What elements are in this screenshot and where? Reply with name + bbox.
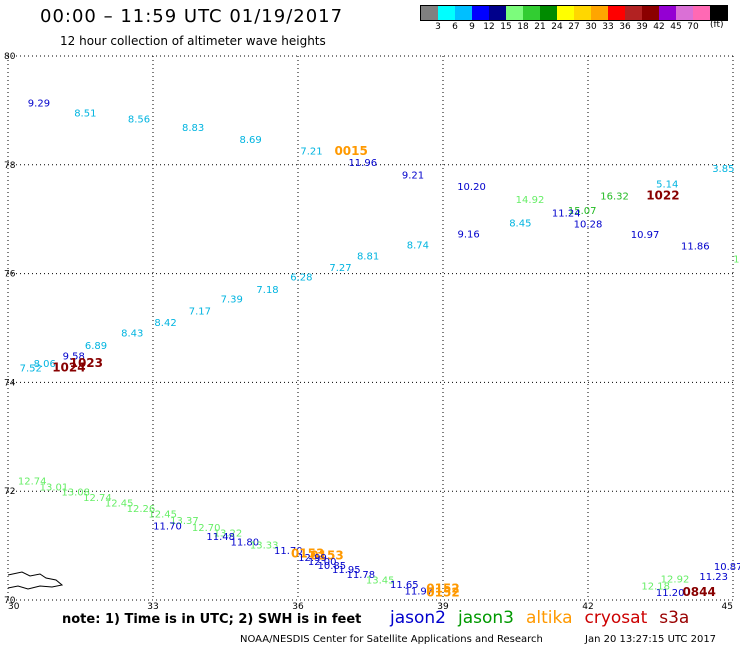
wave-height-label: 7.52 <box>20 364 42 375</box>
wave-height-label: 0844 <box>682 585 715 599</box>
wave-height-label: 9.29 <box>28 99 50 110</box>
footnote: note: 1) Time is in UTC; 2) SWH is in fe… <box>62 612 361 627</box>
y-tick-label: 72 <box>4 487 15 497</box>
wave-height-label: 0152 <box>426 586 459 600</box>
wave-height-label: 6.28 <box>290 273 312 284</box>
wave-height-label: 10.87 <box>714 562 740 573</box>
wave-height-label: 8.43 <box>121 329 143 340</box>
wave-height-label: 7.39 <box>221 294 243 305</box>
wave-height-label: 1022 <box>646 189 679 203</box>
wave-height-label: 8.45 <box>509 218 531 229</box>
wave-height-label: 8.42 <box>154 318 176 329</box>
y-tick-label: 78 <box>4 161 16 171</box>
wave-height-label: 12.18 <box>641 582 670 593</box>
wave-height-label: 7.21 <box>300 146 322 157</box>
wave-height-label: 7.27 <box>329 263 351 274</box>
wave-height-label: 5.14 <box>656 180 678 191</box>
wave-height-label: 10.20 <box>457 182 486 193</box>
legend-entry-altika: altika <box>526 608 573 628</box>
x-tick-label: 36 <box>292 602 304 612</box>
wave-height-label: 16.32 <box>600 192 629 203</box>
wave-height-label: 3.85 <box>712 164 734 175</box>
wave-height-label: 11.86 <box>681 242 710 253</box>
wave-height-label: 11.24 <box>552 208 581 219</box>
wave-height-label: 8.83 <box>182 123 204 134</box>
credit-line: NOAA/NESDIS Center for Satellite Applica… <box>240 634 543 645</box>
wave-height-label: 8.81 <box>357 251 379 262</box>
satellite-legend: jason2 jason3 altika cryosat s3a <box>390 608 701 628</box>
wave-height-label: 1024 <box>52 361 85 375</box>
generation-timestamp: Jan 20 13:27:15 UTC 2017 <box>585 634 716 645</box>
y-tick-label: 74 <box>4 378 16 388</box>
coastline <box>8 572 62 589</box>
y-tick-label: 80 <box>4 52 16 62</box>
wave-height-label: 9.16 <box>457 230 479 241</box>
wave-height-label: 8.51 <box>74 108 96 119</box>
wave-height-label: 0015 <box>334 144 367 158</box>
wave-height-label: 8.69 <box>240 135 262 146</box>
chart-plot: 70727476788030 33 36 39 42 459.298.518.568.83… <box>0 0 740 650</box>
x-tick-label: 33 <box>147 602 158 612</box>
wave-height-label: 7.18 <box>256 285 278 296</box>
wave-height-label: 6.89 <box>85 341 107 352</box>
wave-height-label: 11.70 <box>153 521 182 532</box>
legend-entry-s3a: s3a <box>659 608 689 628</box>
wave-height-label: 10.97 <box>631 230 660 241</box>
wave-height-label: 8.56 <box>128 114 150 125</box>
legend-entry-jason3: jason3 <box>458 608 514 628</box>
wave-height-label: 12.64 <box>733 255 740 266</box>
x-tick-label: 30 <box>8 602 20 612</box>
legend-entry-jason2: jason2 <box>390 608 446 628</box>
wave-height-label: 9.21 <box>402 170 424 181</box>
wave-height-label: 11.23 <box>699 572 728 583</box>
wave-height-label: 11.96 <box>348 158 377 169</box>
y-tick-label: 76 <box>4 270 16 280</box>
wave-height-label: 8.74 <box>407 241 429 252</box>
x-tick-label: 45 <box>722 602 733 612</box>
wave-height-label: 7.17 <box>189 306 211 317</box>
wave-height-label: 10.28 <box>574 219 603 230</box>
wave-height-label: 14.92 <box>516 195 545 206</box>
legend-entry-cryosat: cryosat <box>585 608 648 628</box>
